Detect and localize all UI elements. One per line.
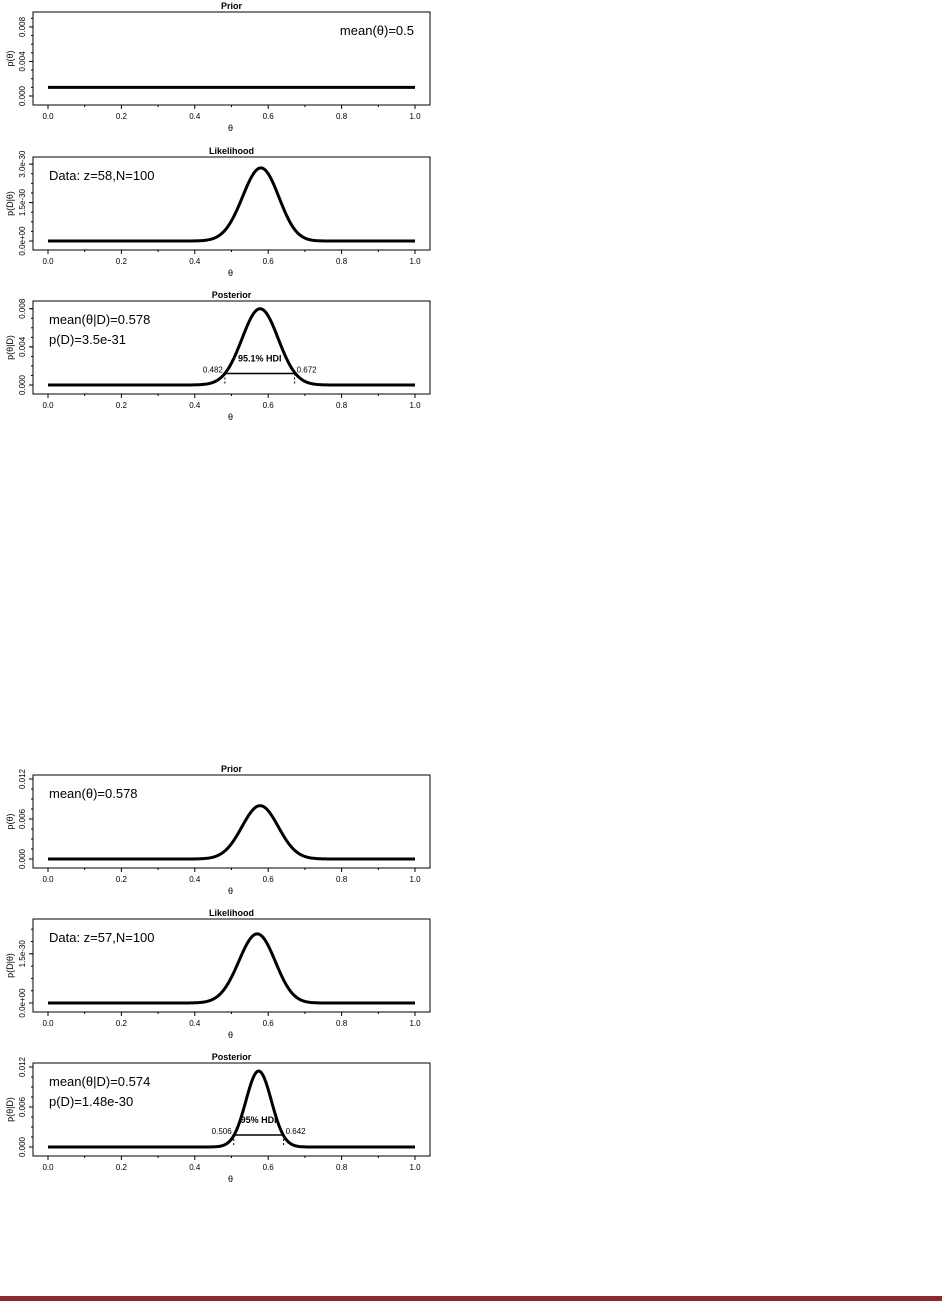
y-axis-label: p(θ|D) [5,1097,15,1122]
y-tick-label: 0.000 [18,1136,27,1157]
chart-panel-3: Posterior 0.0 0.2 0.4 0.6 0.8 1.0 θ 0.000 0.004 0.… [5,290,431,422]
annotation: Data: z=58,N=100 [49,168,155,183]
y-axis-label: p(D|θ) [5,191,15,216]
x-tick-label: 0.6 [263,1163,275,1172]
y-tick-label: 0.0e+00 [18,988,27,1018]
y-axis-label: p(θ|D) [5,335,15,360]
annotation: Data: z=57,N=100 [49,930,155,945]
density-curve [47,932,416,1005]
y-tick-label: 0.008 [18,16,27,37]
chart-title: Posterior [212,290,252,300]
x-tick-label: 0.4 [189,112,201,121]
y-axis-label: p(θ) [5,50,15,66]
hdi-low-label: 0.482 [203,366,224,375]
x-tick-label: 0.8 [336,1163,348,1172]
hdi-high-label: 0.672 [297,366,318,375]
density-curve [47,804,416,861]
hdi-label: 95.1% HDI [238,354,282,364]
y-tick-label: 0.000 [18,374,27,395]
x-axis-label: θ [228,1174,233,1184]
x-tick-label: 0.4 [189,1163,201,1172]
y-tick-label: 0.004 [18,336,27,357]
x-tick-label: 0.8 [336,1019,348,1028]
y-tick-label: 3.0e-30 [18,150,27,178]
chart-panel-6: Posterior 0.0 0.2 0.4 0.6 0.8 1.0 θ 0.000 0.006 0.… [5,1052,431,1184]
x-tick-label: 1.0 [409,401,421,410]
y-tick-label: 0.006 [18,808,27,829]
x-tick-label: 0.2 [116,257,128,266]
x-tick-label: 0.2 [116,401,128,410]
x-tick-label: 1.0 [409,1019,421,1028]
x-tick-label: 0.0 [42,401,54,410]
y-tick-label: 0.0e+00 [18,226,27,256]
y-axis-label: p(D|θ) [5,953,15,978]
x-tick-label: 0.6 [263,401,275,410]
x-axis-label: θ [228,268,233,278]
y-axis-label: p(θ) [5,813,15,829]
y-tick-label: 0.004 [18,51,27,72]
x-tick-label: 0.6 [263,1019,275,1028]
x-tick-label: 1.0 [409,257,421,266]
x-tick-label: 0.0 [42,875,54,884]
x-tick-label: 0.4 [189,1019,201,1028]
chart-panel-2: Likelihood 0.0 0.2 0.4 0.6 0.8 1.0 θ 0.0e+00 1.5e… [5,146,431,278]
hdi-low-label: 0.506 [212,1127,233,1136]
annotation: p(D)=3.5e-31 [49,332,126,347]
y-tick-label: 0.000 [18,848,27,869]
chart-panel-4: Prior 0.0 0.2 0.4 0.6 0.8 1.0 θ 0.000 0.006 0.012 p… [5,764,431,896]
x-tick-label: 0.2 [116,1019,128,1028]
y-tick-label: 0.012 [18,1056,27,1077]
x-tick-label: 0.8 [336,112,348,121]
x-tick-label: 0.4 [189,257,201,266]
x-tick-label: 0.0 [42,257,54,266]
x-tick-label: 0.8 [336,257,348,266]
x-tick-label: 0.6 [263,257,275,266]
annotation: p(D)=1.48e-30 [49,1094,133,1109]
x-tick-label: 0.2 [116,875,128,884]
x-axis-label: θ [228,412,233,422]
x-tick-label: 0.8 [336,401,348,410]
x-tick-label: 0.8 [336,875,348,884]
density-curve [47,166,416,243]
x-tick-label: 0.2 [116,1163,128,1172]
chart-panel-1: Prior 0.0 0.2 0.4 0.6 0.8 1.0 θ 0.000 0.004 0.008 p… [5,1,431,133]
density-curve [47,1069,416,1149]
annotation: mean(θ|D)=0.578 [49,312,150,327]
x-tick-label: 1.0 [409,1163,421,1172]
density-curve [47,307,416,387]
chart-title: Prior [221,1,243,11]
y-tick-label: 0.000 [18,85,27,106]
x-tick-label: 0.0 [42,1163,54,1172]
chart-title: Posterior [212,1052,252,1062]
annotation: mean(θ)=0.578 [49,786,138,801]
annotation: mean(θ|D)=0.574 [49,1074,150,1089]
chart-title: Likelihood [209,146,254,156]
chart-title: Prior [221,764,243,774]
x-tick-label: 0.0 [42,112,54,121]
footer-bar [0,1296,942,1301]
chart-title: Likelihood [209,908,254,918]
x-axis-label: θ [228,123,233,133]
annotation: mean(θ)=0.5 [340,23,414,38]
y-tick-label: 0.012 [18,768,27,789]
x-tick-label: 0.4 [189,401,201,410]
x-tick-label: 0.0 [42,1019,54,1028]
y-tick-label: 1.5e-30 [18,188,27,216]
y-tick-label: 1.5e-30 [18,940,27,968]
x-tick-label: 0.4 [189,875,201,884]
x-tick-label: 0.6 [263,875,275,884]
hdi-high-label: 0.642 [286,1127,307,1136]
y-tick-label: 0.006 [18,1096,27,1117]
y-tick-label: 0.008 [18,298,27,319]
x-tick-label: 1.0 [409,112,421,121]
x-axis-label: θ [228,1030,233,1040]
x-tick-label: 0.6 [263,112,275,121]
x-axis-label: θ [228,886,233,896]
chart-panel-5: Likelihood 0.0 0.2 0.4 0.6 0.8 1.0 θ 0.0e+00 1.5e… [5,908,431,1040]
x-tick-label: 1.0 [409,875,421,884]
hdi-label: 95% HDI [241,1115,277,1125]
x-tick-label: 0.2 [116,112,128,121]
